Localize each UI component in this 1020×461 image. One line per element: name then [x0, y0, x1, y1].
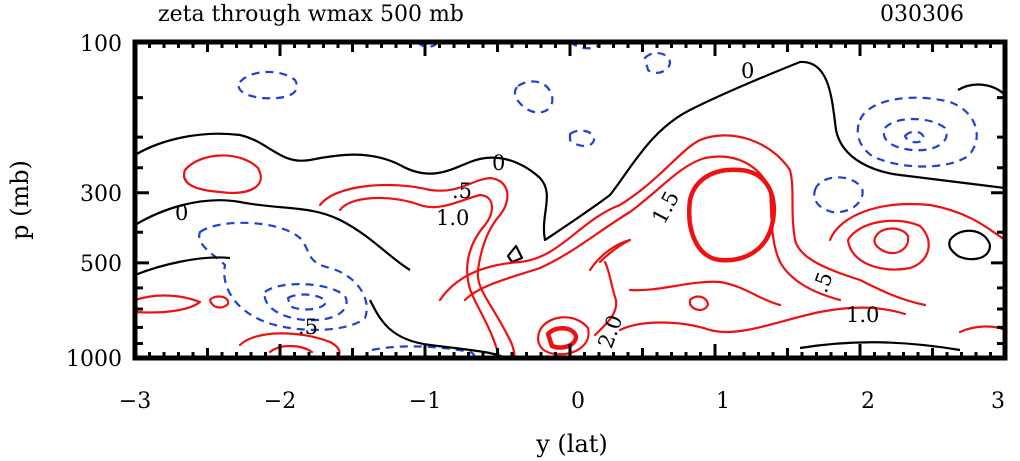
- contour-negative: [263, 283, 348, 322]
- x-tick-label: 1: [716, 389, 730, 414]
- contour-positive: [438, 134, 927, 307]
- y-axis-label: p (mb): [6, 160, 34, 240]
- x-tick-label: 2: [861, 389, 875, 414]
- contour-negative: [568, 129, 596, 148]
- contour-negative: [903, 130, 926, 144]
- contour-negative: [882, 118, 948, 152]
- contour-label: .5: [808, 269, 837, 296]
- x-tick-label: −3: [119, 389, 151, 414]
- contour-negative: [237, 70, 298, 100]
- contour-positive: [846, 219, 930, 271]
- x-tick-label: 3: [991, 389, 1005, 414]
- contour-zero: [948, 229, 992, 261]
- contour-label: 0: [741, 59, 754, 83]
- chart-title: zeta through wmax 500 mb: [158, 2, 464, 27]
- contour-negative: [513, 80, 554, 114]
- contour-negative: [198, 221, 368, 331]
- contour-label: 1.0: [436, 206, 469, 230]
- contour-positive: [182, 154, 262, 194]
- contour-negative: [286, 293, 328, 311]
- contour-label: 0: [492, 151, 505, 175]
- contour-positive: [687, 167, 777, 263]
- contour-negative: [643, 52, 672, 74]
- contour-positive: [208, 295, 230, 309]
- contour-zero: [135, 60, 1005, 242]
- x-tick-label: 0: [571, 389, 585, 414]
- contour-positive: [318, 176, 517, 358]
- contour-positive: [545, 326, 579, 350]
- contour-label: 0: [175, 201, 188, 225]
- contour-label: .5: [452, 179, 472, 203]
- contour-field: [135, 42, 1005, 358]
- contour-zero: [135, 199, 411, 271]
- y-tick-label: 1000: [66, 347, 122, 372]
- contour-negative: [813, 176, 864, 214]
- contour-positive: [135, 294, 202, 314]
- contour-positive: [958, 325, 1005, 334]
- y-tick-label: 300: [80, 182, 122, 207]
- contour-zero: [135, 256, 231, 277]
- contour-zero: [957, 83, 1005, 96]
- date-label: 030306: [880, 2, 964, 27]
- contour-negative: [856, 96, 978, 168]
- contour-positive: [463, 155, 842, 302]
- contour-positive: [268, 344, 314, 354]
- contour-positive: [618, 306, 907, 334]
- y-tick-label: 500: [80, 252, 122, 277]
- contour-positive: [828, 203, 1005, 242]
- contour-positive: [628, 280, 782, 307]
- contour-negative: [371, 345, 476, 358]
- x-axis-label: y (lat): [535, 430, 608, 458]
- x-tick-label: −1: [409, 389, 441, 414]
- contour-zero: [799, 341, 961, 352]
- contour-positive: [873, 227, 910, 255]
- contour-label: 2.0: [593, 312, 627, 352]
- contour-zero: [369, 299, 506, 358]
- contour-positive: [338, 193, 501, 358]
- x-tick-label: −2: [264, 389, 296, 414]
- contour-positive: [593, 260, 618, 337]
- tick-marks: [133, 40, 1007, 360]
- contour-label: .5: [298, 315, 318, 339]
- contour-zero: [506, 244, 524, 264]
- contour-label: 1.0: [846, 303, 879, 327]
- y-tick-label: 100: [80, 32, 122, 57]
- contour-positive: [688, 295, 710, 312]
- contour-positive: [588, 238, 632, 272]
- contour-positive: [537, 316, 590, 356]
